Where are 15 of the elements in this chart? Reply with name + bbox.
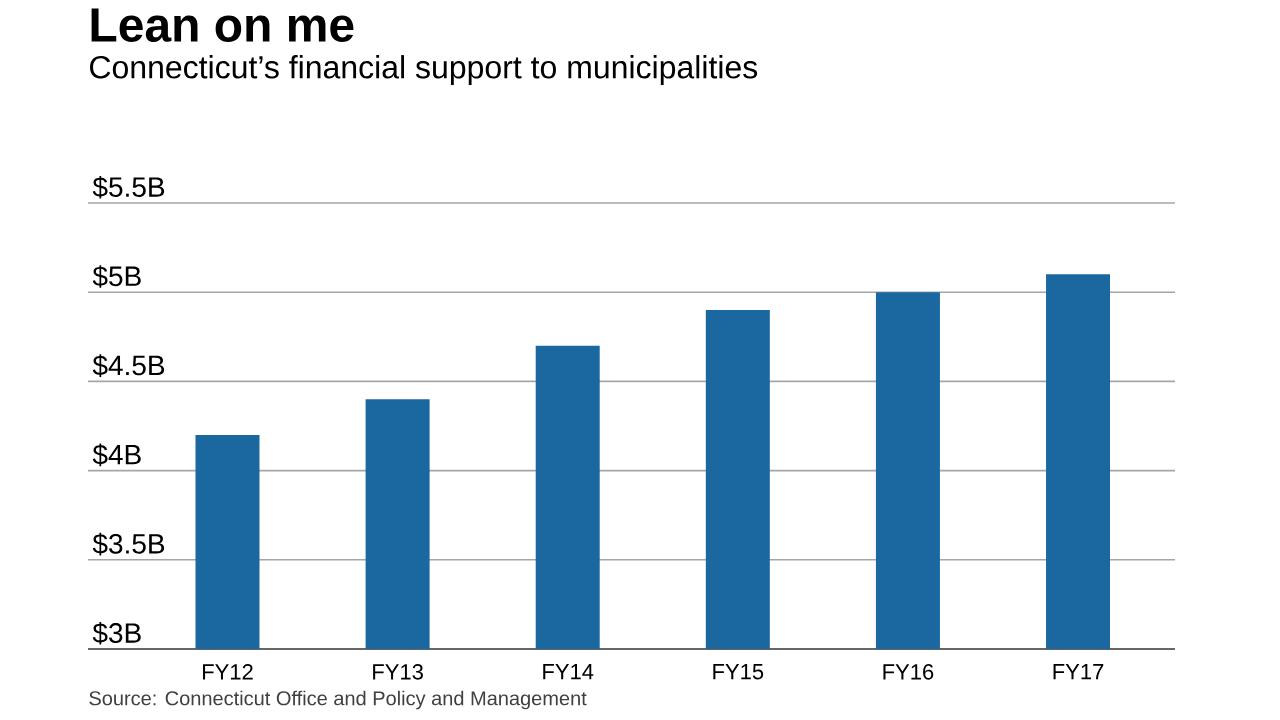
source-note: Source: Connecticut Office and Policy and Management	[89, 690, 587, 710]
y-tick-label: $5B	[92, 265, 141, 288]
y-tick-label: $4.5B	[92, 354, 165, 378]
chart-title: Lean on me	[91, 8, 354, 42]
y-tick-label: $5.5B	[92, 175, 165, 199]
y-tick-label: $3.5B	[92, 532, 165, 556]
y-tick-label: $3B	[92, 621, 141, 645]
x-tick-label: FY14	[543, 664, 594, 680]
y-tick-label: $4B	[92, 443, 141, 467]
chart-subtitle: Connecticut’s financial support to municipalities	[90, 55, 758, 85]
x-tick-label: FY13	[373, 664, 423, 680]
x-tick-label: FY16	[883, 664, 934, 680]
x-tick-label: FY12	[203, 664, 253, 680]
x-tick-label: FY17	[1053, 664, 1104, 680]
x-tick-label: FY15	[713, 664, 764, 680]
